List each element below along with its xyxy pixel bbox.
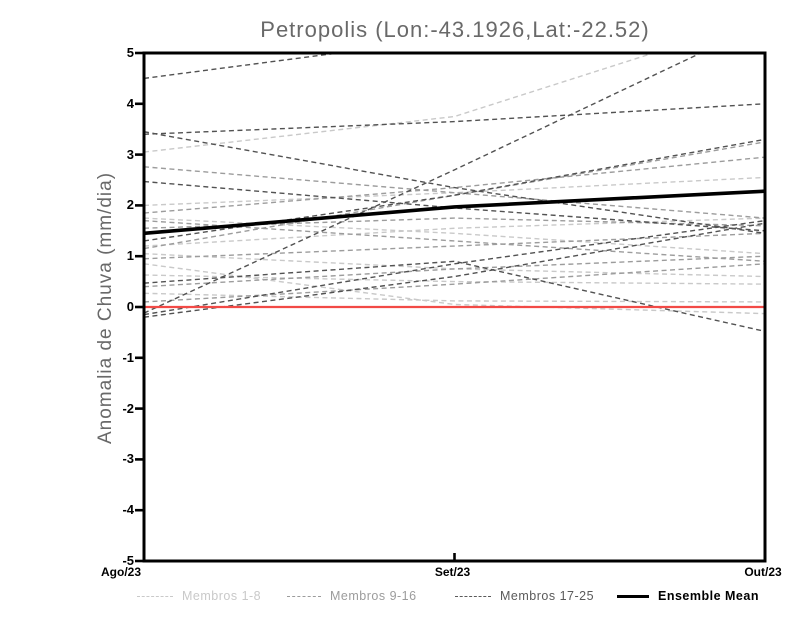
member-line [144, 255, 765, 288]
y-tick-label: 0 [126, 299, 134, 314]
y-tick-label: 4 [126, 95, 134, 111]
member-line [144, 103, 765, 135]
y-tick-label: 1 [126, 248, 134, 264]
member-line [144, 166, 765, 219]
member-line [144, 222, 765, 318]
y-tick-label: 5 [126, 45, 134, 60]
x-tick-label: Ago/23 [100, 565, 142, 579]
member-line [144, 217, 765, 247]
member-line [144, 292, 765, 303]
legend-item-membros-9-16: Membros 9-16 [287, 588, 417, 604]
member-line [144, 53, 344, 80]
member-line [144, 219, 765, 316]
legend-item-membros-1-8: Membros 1-8 [137, 588, 261, 604]
member-line [144, 141, 765, 250]
member-line [144, 263, 765, 315]
legend-label: Membros 17-25 [500, 589, 595, 603]
legend-line-sample [287, 595, 321, 597]
x-tick-label: Set/23 [434, 565, 471, 579]
chart-title: Petropolis (Lon:-43.1926,Lat:-22.52) [260, 17, 650, 42]
member-line [144, 53, 656, 153]
plot-frame [142, 51, 767, 563]
y-tick-label: -2 [122, 400, 134, 416]
y-tick-label: 3 [126, 146, 134, 162]
member-line [144, 263, 765, 303]
ensemble-mean-line [144, 189, 765, 236]
legend-label: Membros 9-16 [330, 589, 417, 603]
legend-item-ensemble-mean: Ensemble Mean [617, 588, 759, 604]
legend-label: Ensemble Mean [658, 589, 759, 603]
y-tick-label: -4 [122, 502, 134, 518]
member-line [144, 131, 765, 235]
member-line [144, 156, 765, 214]
legend-label: Membros 1-8 [182, 589, 262, 603]
member-line [144, 219, 765, 262]
x-tick-label: Out/23 [744, 565, 782, 579]
member-line [144, 260, 765, 333]
y-tick-label: 2 [126, 197, 134, 213]
y-tick-label: -1 [122, 349, 134, 365]
member-line [144, 252, 765, 278]
legend-line-sample [617, 594, 649, 598]
member-line [144, 180, 765, 232]
legend-line-sample [137, 595, 173, 597]
legend-item-membros-17-25: Membros 17-25 [455, 588, 594, 604]
y-tick-label: -3 [122, 451, 134, 467]
legend-line-sample [455, 595, 491, 597]
y-tick-label: -5 [122, 553, 134, 568]
member-line [144, 232, 765, 260]
member-line [144, 53, 703, 314]
member-line [144, 176, 765, 207]
